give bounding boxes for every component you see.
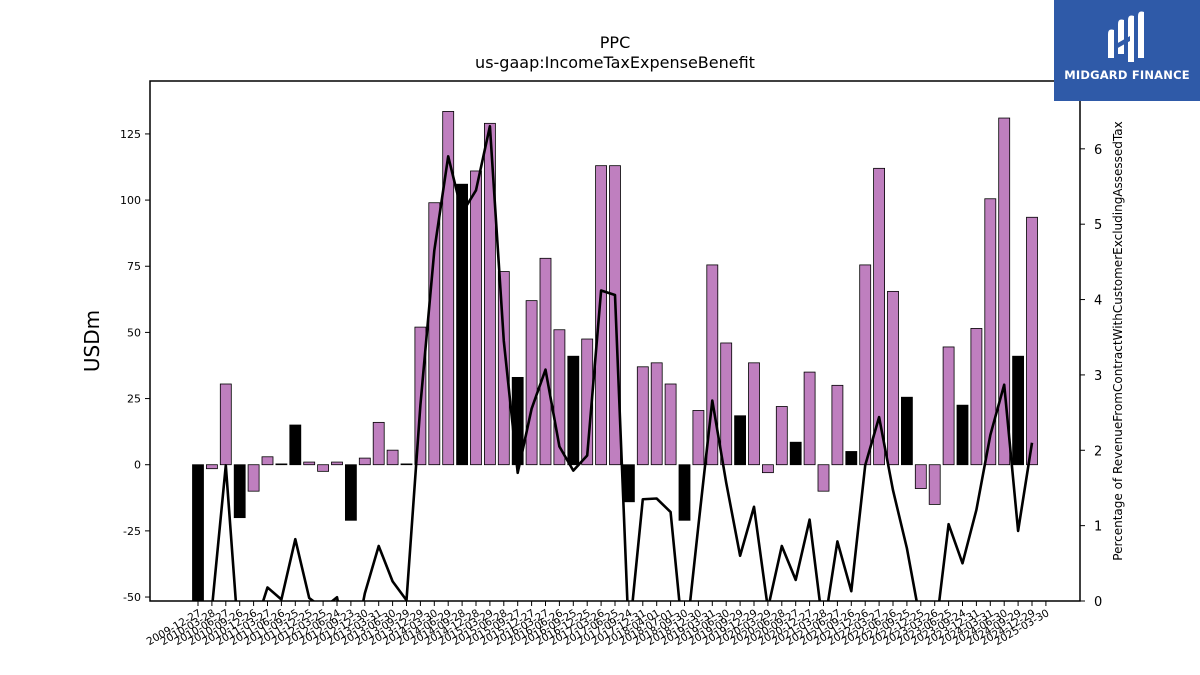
bar <box>650 362 663 466</box>
bar <box>331 461 343 466</box>
y2-axis-label: Percentage of RevenueFromContractWithCus… <box>1111 121 1125 560</box>
bar <box>914 464 927 489</box>
y2-tick-label: 4 <box>1094 294 1102 309</box>
right-axis-ticks: 0 1 2 3 4 5 6 <box>1080 143 1102 610</box>
y-tick-label: 0 <box>134 459 141 472</box>
y2-tick-label: 5 <box>1094 218 1102 233</box>
bar <box>636 366 649 466</box>
bar <box>428 202 441 466</box>
bar <box>192 464 204 601</box>
bar <box>956 404 969 466</box>
bar <box>595 165 607 466</box>
y2-tick-label: 0 <box>1094 595 1102 610</box>
y-tick-label: -50 <box>123 591 141 604</box>
y-tick-label: -25 <box>123 525 141 538</box>
bar <box>720 342 733 466</box>
bar <box>567 355 580 466</box>
bar <box>887 290 899 466</box>
bar <box>372 421 385 466</box>
bar <box>205 464 218 470</box>
bar <box>358 457 371 466</box>
bar <box>623 464 635 503</box>
bar <box>859 264 872 466</box>
bar <box>317 464 330 472</box>
bar <box>219 383 232 466</box>
bar <box>803 371 816 466</box>
bar <box>1012 355 1024 466</box>
bar <box>303 461 316 466</box>
bar <box>386 449 399 466</box>
mm-logo-icon <box>1108 11 1144 62</box>
bar <box>664 383 677 466</box>
bar <box>984 198 997 466</box>
bar <box>817 464 830 492</box>
series-line <box>211 124 1034 601</box>
bar <box>553 329 566 466</box>
bar <box>789 441 802 466</box>
bar <box>748 362 760 466</box>
bar <box>678 464 691 521</box>
bar <box>539 257 552 466</box>
x-axis-ticks: 2009-12-272010-03-282010-06-272010-09-26… <box>145 601 1051 648</box>
logo-text: MIDGARD FINANCE <box>1064 68 1190 82</box>
bar <box>400 463 413 466</box>
bar <box>831 384 844 466</box>
bar <box>1026 216 1038 466</box>
brand-logo: MIDGARD FINANCE <box>1054 0 1200 101</box>
line-group <box>211 124 1034 601</box>
bar <box>525 300 538 466</box>
bar <box>845 451 858 466</box>
y2-tick-label: 6 <box>1094 143 1102 158</box>
bar <box>775 406 788 466</box>
y-tick-label: 50 <box>127 326 141 339</box>
bar <box>762 464 774 474</box>
bar <box>456 183 469 466</box>
chart-subtitle: us-gaap:IncomeTaxExpenseBenefit <box>475 53 755 72</box>
bar <box>734 415 746 466</box>
chart-title: PPC <box>600 33 630 52</box>
y2-tick-label: 1 <box>1094 520 1102 535</box>
bar <box>275 463 288 466</box>
y2-tick-label: 2 <box>1094 444 1102 459</box>
bar <box>483 122 496 466</box>
bar <box>998 117 1011 466</box>
bar <box>442 111 455 466</box>
bar <box>942 346 955 466</box>
y-tick-label: 25 <box>127 393 141 406</box>
bar <box>706 264 719 466</box>
bar <box>470 170 482 466</box>
y-tick-label: 75 <box>127 260 141 273</box>
bar <box>261 456 274 466</box>
y2-tick-label: 3 <box>1094 369 1102 384</box>
bar <box>247 464 260 492</box>
bar <box>289 424 302 466</box>
y-axis-label: USDm <box>80 310 104 372</box>
y-tick-label: 100 <box>120 194 141 207</box>
bar <box>970 328 983 466</box>
bar <box>692 410 705 466</box>
bar <box>344 464 357 521</box>
left-axis-ticks: -50 -25 0 25 50 75 100 125 <box>120 128 150 604</box>
bar <box>928 464 941 505</box>
bar <box>233 464 246 519</box>
bar <box>497 271 510 466</box>
y-tick-label: 125 <box>120 128 141 141</box>
bar <box>901 396 913 466</box>
bars-group <box>192 111 1038 601</box>
bar <box>873 167 885 466</box>
